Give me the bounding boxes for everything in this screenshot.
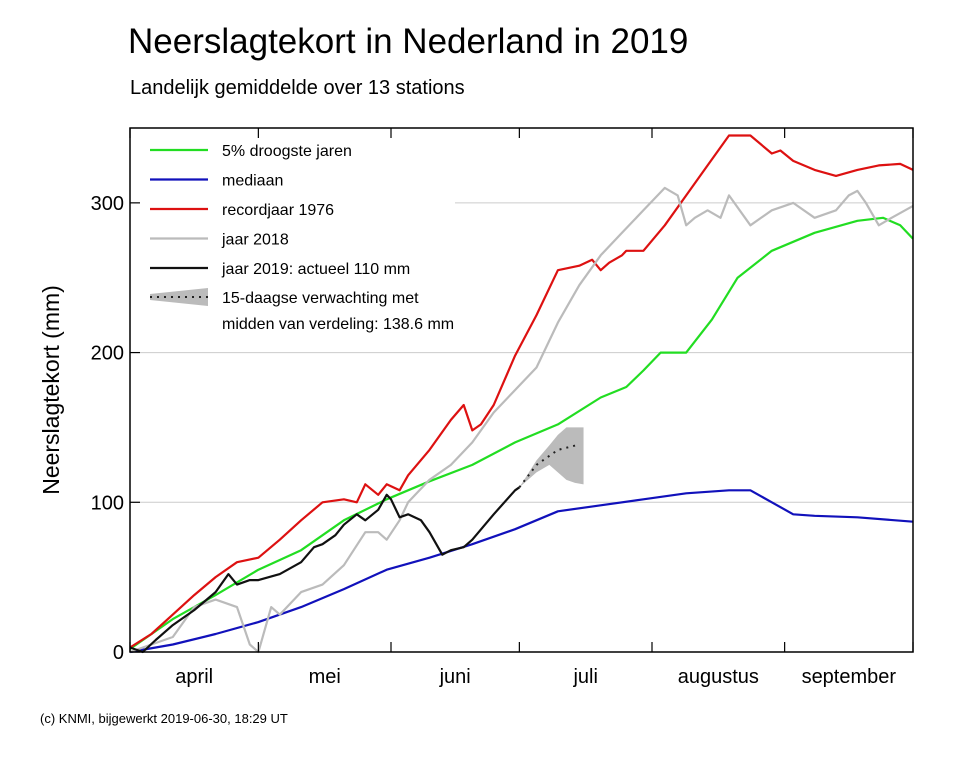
forecast-median-line xyxy=(518,443,580,488)
grid-lines xyxy=(130,202,913,503)
chart-subtitle: Landelijk gemiddelde over 13 stations xyxy=(130,77,465,99)
footer-credit: (c) KNMI, bijgewerkt 2019-06-30, 18:29 U… xyxy=(40,711,288,726)
series-line-3 xyxy=(129,186,914,654)
month-label-september: september xyxy=(802,666,897,688)
forecast-band xyxy=(519,427,584,488)
month-label-juli: juli xyxy=(572,666,597,688)
axis-ticks: 0 100 200 300 april mei juni juli augustus septem… xyxy=(91,128,914,688)
legend-label-3: jaar 2018 xyxy=(221,232,289,249)
legend-label-forecast: 15-daagse verwachting met xyxy=(222,290,419,307)
series-line-1 xyxy=(129,489,914,654)
series-line-0 xyxy=(129,216,914,650)
chart-title: Neerslagtekort in Nederland in 2019 xyxy=(128,22,689,61)
plot-frame xyxy=(129,127,914,653)
ytick-label-100: 100 xyxy=(91,492,124,514)
forecast-band-layer xyxy=(519,427,584,488)
legend-label-0: 5% droogste jaren xyxy=(222,143,352,160)
month-label-juni: juni xyxy=(439,666,471,688)
month-label-april: april xyxy=(175,666,213,688)
legend-label-2: recordjaar 1976 xyxy=(222,202,334,219)
ytick-label-300: 300 xyxy=(91,193,124,215)
series-layer xyxy=(129,134,914,654)
ytick-label-0: 0 xyxy=(113,642,124,664)
legend-label-1: mediaan xyxy=(222,173,283,190)
month-label-mei: mei xyxy=(309,666,341,688)
y-axis-label: Neerslagtekort (mm) xyxy=(38,285,64,495)
ytick-label-200: 200 xyxy=(91,343,124,365)
legend-label-4: jaar 2019: actueel 110 mm xyxy=(221,261,410,278)
series-line-2 xyxy=(129,134,914,649)
series-line-4 xyxy=(129,486,521,654)
month-label-augustus: augustus xyxy=(678,666,759,688)
precipitation-deficit-chart: 0 100 200 300 april mei juni juli augustus septem… xyxy=(38,127,914,688)
legend-label-forecast-line2: midden van verdeling: 138.6 mm xyxy=(222,316,454,333)
legend: 5% droogste jaren mediaan recordjaar 1976 j… xyxy=(150,143,454,333)
